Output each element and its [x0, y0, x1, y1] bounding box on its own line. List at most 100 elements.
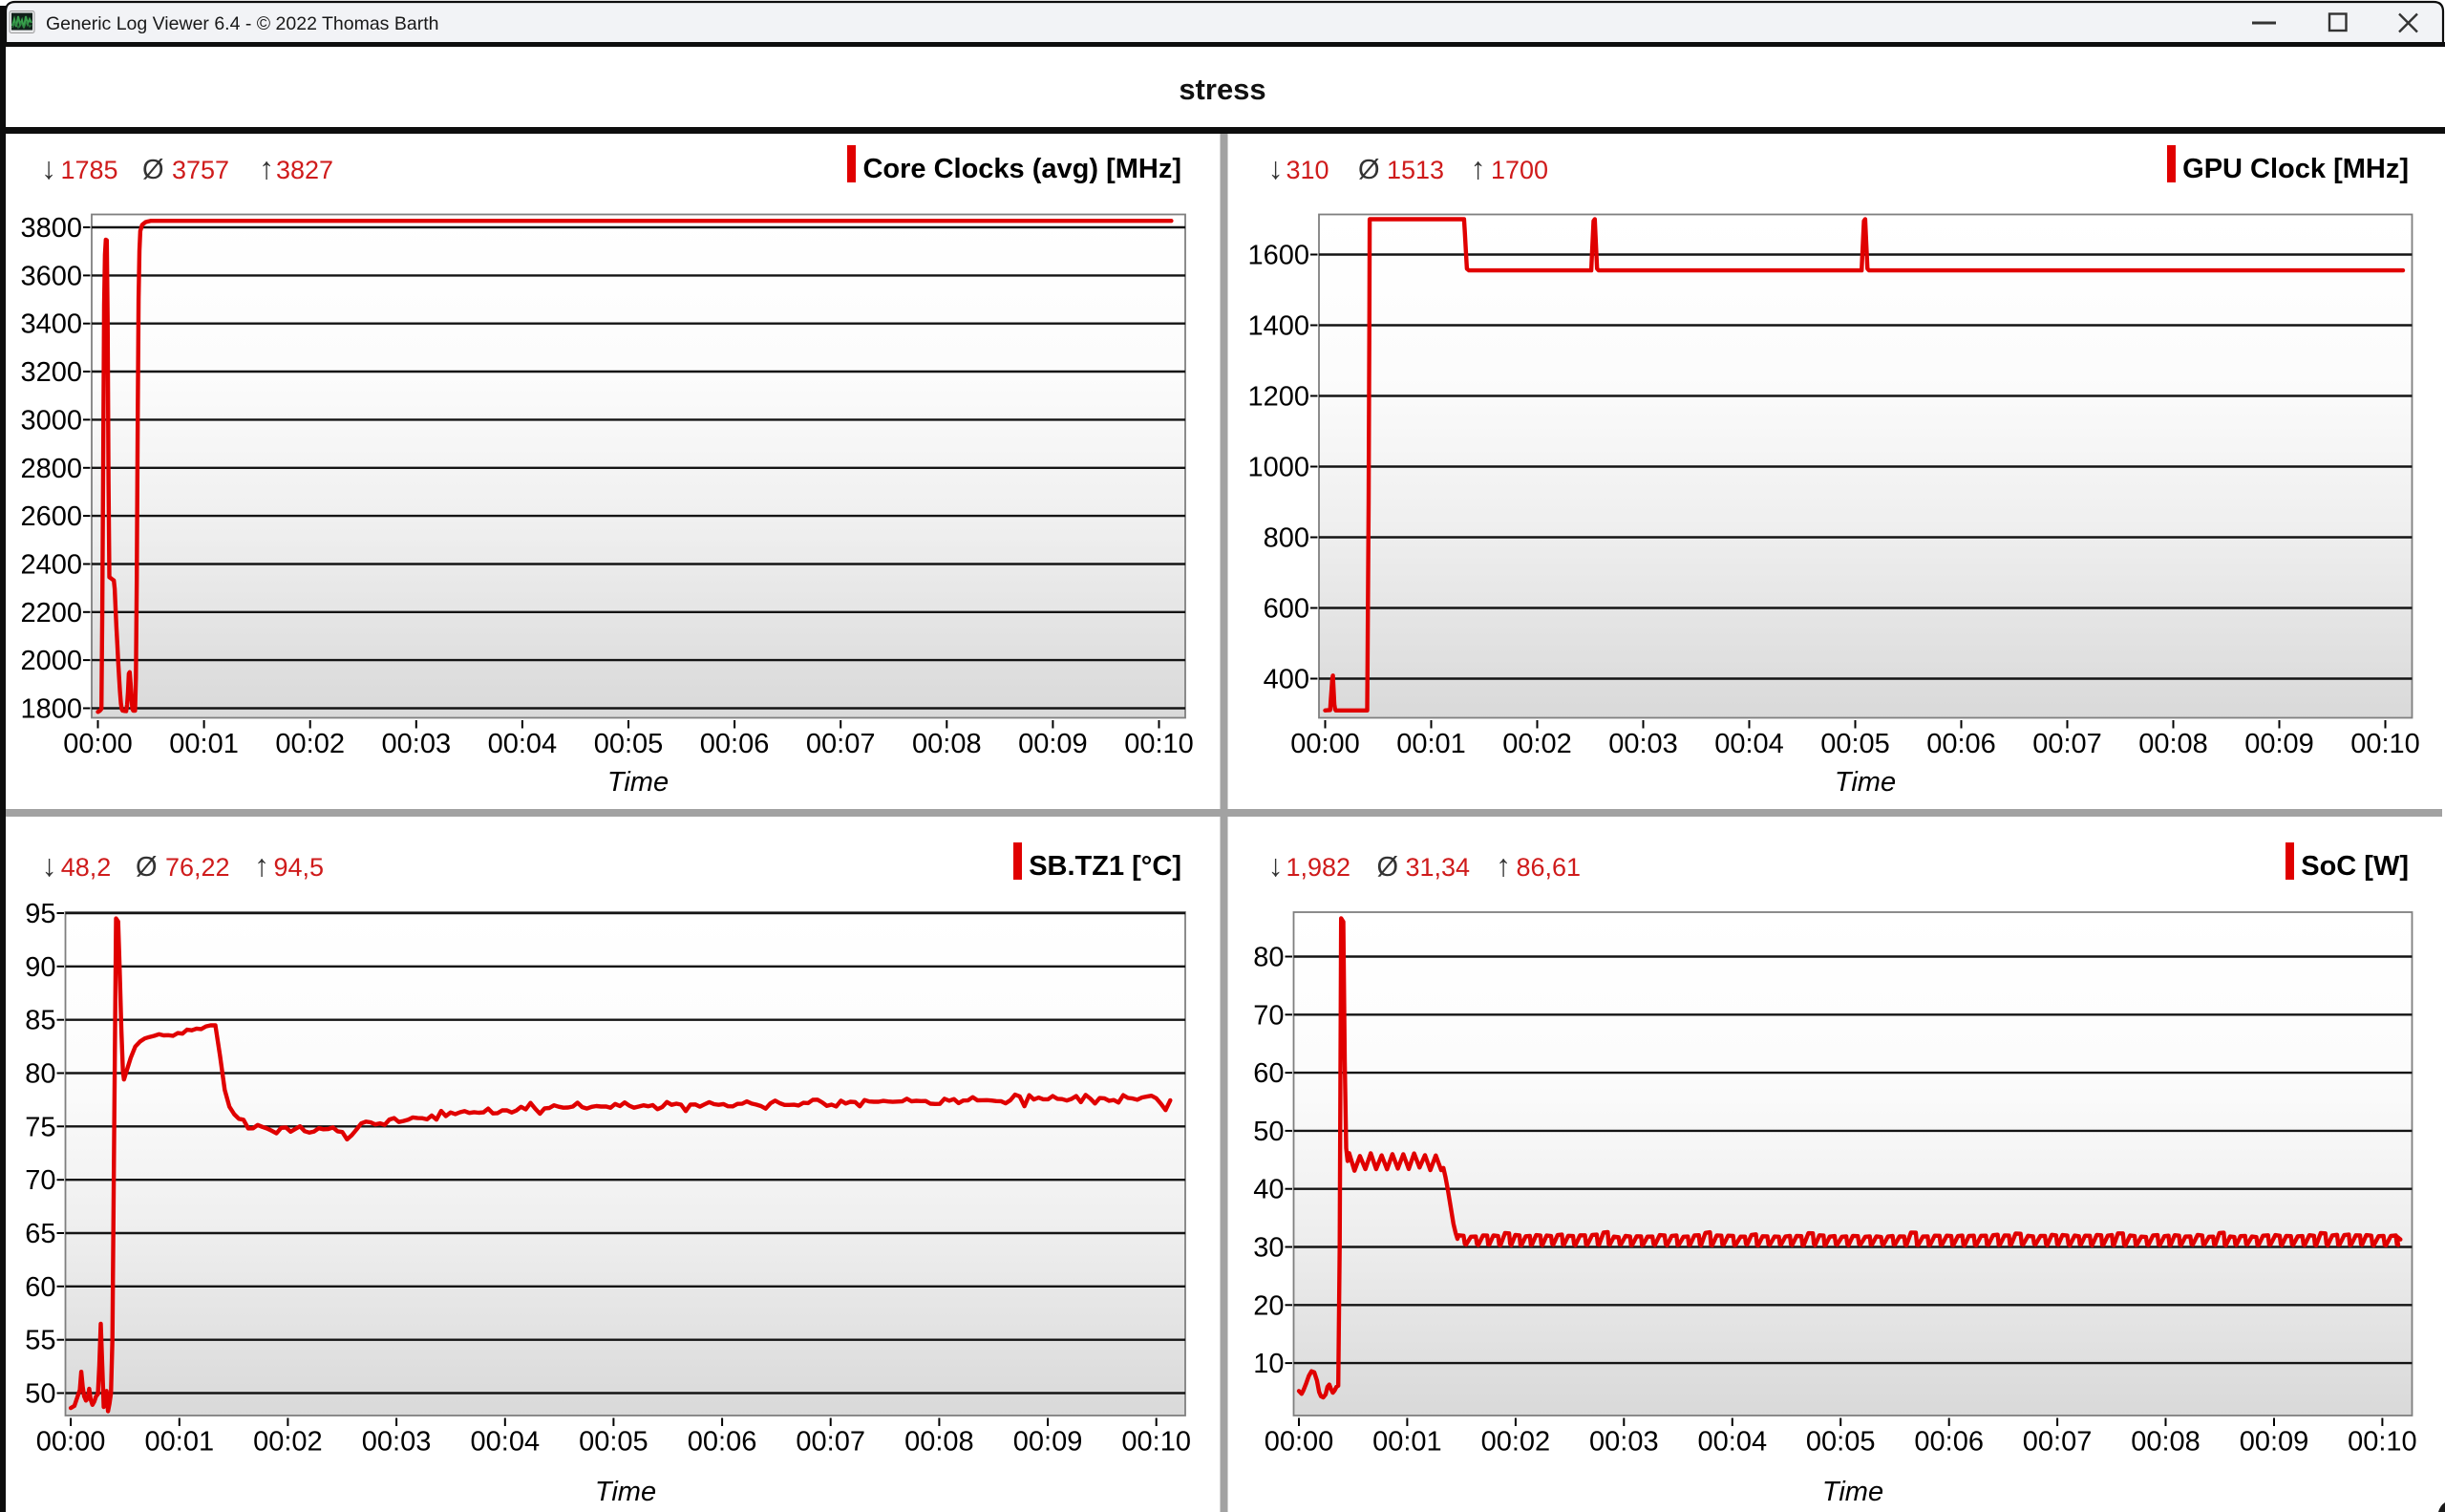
- svg-text:Ø: Ø: [1377, 852, 1399, 883]
- svg-text:↑: ↑: [1496, 848, 1511, 883]
- svg-text:00:01: 00:01: [145, 1427, 215, 1458]
- svg-text:00:10: 00:10: [2350, 729, 2420, 759]
- svg-text:1200: 1200: [1247, 382, 1309, 413]
- svg-text:00:09: 00:09: [2240, 1427, 2309, 1458]
- svg-text:↑: ↑: [254, 848, 269, 883]
- svg-text:600: 600: [1264, 594, 1309, 625]
- svg-text:00:05: 00:05: [579, 1427, 648, 1458]
- svg-text:00:00: 00:00: [1290, 729, 1360, 759]
- svg-text:1785: 1785: [61, 156, 118, 184]
- svg-text:00:03: 00:03: [1589, 1427, 1659, 1458]
- svg-text:00:07: 00:07: [796, 1427, 865, 1458]
- svg-text:3000: 3000: [20, 405, 82, 436]
- svg-text:65: 65: [25, 1219, 55, 1249]
- svg-text:70: 70: [1253, 1000, 1284, 1031]
- svg-text:00:04: 00:04: [471, 1427, 541, 1458]
- svg-text:3200: 3200: [20, 357, 82, 388]
- svg-text:00:02: 00:02: [1502, 729, 1572, 759]
- svg-text:00:10: 00:10: [1124, 729, 1194, 759]
- svg-text:30: 30: [1253, 1233, 1284, 1264]
- svg-text:Ø: Ø: [142, 155, 164, 185]
- svg-text:00:07: 00:07: [806, 729, 876, 759]
- svg-text:00:08: 00:08: [2131, 1427, 2200, 1458]
- svg-text:00:03: 00:03: [362, 1427, 432, 1458]
- svg-text:00:04: 00:04: [488, 729, 558, 759]
- svg-text:↓: ↓: [42, 848, 57, 883]
- svg-text:3800: 3800: [20, 213, 82, 244]
- svg-text:2800: 2800: [20, 454, 82, 484]
- svg-text:00:03: 00:03: [1608, 729, 1678, 759]
- svg-text:3400: 3400: [20, 309, 82, 340]
- svg-text:stress: stress: [1179, 73, 1265, 106]
- svg-text:95: 95: [25, 899, 55, 929]
- svg-text:GPU Clock [MHz]: GPU Clock [MHz]: [2182, 154, 2409, 184]
- svg-text:40: 40: [1253, 1175, 1284, 1205]
- svg-text:00:10: 00:10: [1121, 1427, 1191, 1458]
- svg-text:86,61: 86,61: [1517, 853, 1582, 882]
- svg-text:310: 310: [1286, 156, 1329, 184]
- svg-text:31,34: 31,34: [1406, 853, 1471, 882]
- svg-text:70: 70: [25, 1165, 55, 1196]
- svg-text:2000: 2000: [20, 646, 82, 676]
- svg-text:60: 60: [25, 1272, 55, 1303]
- svg-text:75: 75: [25, 1112, 55, 1142]
- svg-text:00:08: 00:08: [912, 729, 982, 759]
- svg-text:00:02: 00:02: [1481, 1427, 1551, 1458]
- svg-text:Core Clocks (avg) [MHz]: Core Clocks (avg) [MHz]: [862, 154, 1181, 184]
- svg-text:00:01: 00:01: [169, 729, 239, 759]
- svg-text:80: 80: [1253, 943, 1284, 973]
- svg-text:Time: Time: [1835, 767, 1896, 798]
- svg-text:SB.TZ1 [°C]: SB.TZ1 [°C]: [1029, 851, 1181, 882]
- svg-text:76,22: 76,22: [165, 853, 230, 882]
- svg-text:00:01: 00:01: [1396, 729, 1466, 759]
- svg-text:800: 800: [1264, 523, 1309, 554]
- svg-text:00:08: 00:08: [904, 1427, 974, 1458]
- svg-text:00:04: 00:04: [1714, 729, 1784, 759]
- svg-text:00:07: 00:07: [2023, 1427, 2093, 1458]
- svg-text:00:00: 00:00: [1265, 1427, 1334, 1458]
- svg-text:90: 90: [25, 952, 55, 983]
- svg-text:Ø: Ø: [136, 852, 158, 883]
- svg-text:00:10: 00:10: [2348, 1427, 2417, 1458]
- svg-text:85: 85: [25, 1006, 55, 1036]
- svg-text:00:01: 00:01: [1372, 1427, 1442, 1458]
- svg-text:10: 10: [1253, 1349, 1284, 1379]
- svg-text:1000: 1000: [1247, 453, 1309, 483]
- svg-text:00:03: 00:03: [382, 729, 452, 759]
- svg-text:Ø: Ø: [1358, 155, 1380, 185]
- svg-text:00:05: 00:05: [1806, 1427, 1876, 1458]
- svg-text:1,982: 1,982: [1286, 853, 1351, 882]
- svg-text:94,5: 94,5: [274, 853, 325, 882]
- svg-text:1700: 1700: [1491, 156, 1548, 184]
- svg-text:400: 400: [1264, 665, 1309, 695]
- svg-text:1600: 1600: [1247, 241, 1309, 271]
- svg-text:3757: 3757: [172, 156, 229, 184]
- svg-text:00:09: 00:09: [1013, 1427, 1083, 1458]
- svg-text:Time: Time: [607, 767, 669, 798]
- svg-text:↑: ↑: [259, 151, 274, 185]
- svg-text:60: 60: [1253, 1058, 1284, 1089]
- svg-text:1800: 1800: [20, 694, 82, 725]
- svg-text:48,2: 48,2: [61, 853, 112, 882]
- svg-text:1513: 1513: [1387, 156, 1444, 184]
- svg-text:80: 80: [25, 1059, 55, 1090]
- svg-text:55: 55: [25, 1326, 55, 1356]
- svg-text:SoC [W]: SoC [W]: [2301, 851, 2409, 882]
- svg-text:Time: Time: [1822, 1477, 1883, 1507]
- svg-text:3600: 3600: [20, 261, 82, 291]
- svg-text:↓: ↓: [1268, 848, 1284, 883]
- svg-text:00:09: 00:09: [2244, 729, 2314, 759]
- svg-text:00:00: 00:00: [63, 729, 133, 759]
- svg-text:00:00: 00:00: [36, 1427, 106, 1458]
- svg-text:↓: ↓: [1268, 151, 1284, 185]
- svg-text:00:06: 00:06: [1914, 1427, 1984, 1458]
- svg-text:00:06: 00:06: [700, 729, 770, 759]
- svg-text:20: 20: [1253, 1290, 1284, 1321]
- svg-text:3827: 3827: [276, 156, 333, 184]
- svg-text:Generic Log Viewer 6.4 - © 202: Generic Log Viewer 6.4 - © 2022 Thomas B…: [46, 13, 438, 34]
- svg-text:2400: 2400: [20, 550, 82, 581]
- svg-text:1400: 1400: [1247, 311, 1309, 342]
- svg-text:00:02: 00:02: [275, 729, 345, 759]
- svg-text:↓: ↓: [41, 151, 56, 185]
- svg-text:00:06: 00:06: [1926, 729, 1996, 759]
